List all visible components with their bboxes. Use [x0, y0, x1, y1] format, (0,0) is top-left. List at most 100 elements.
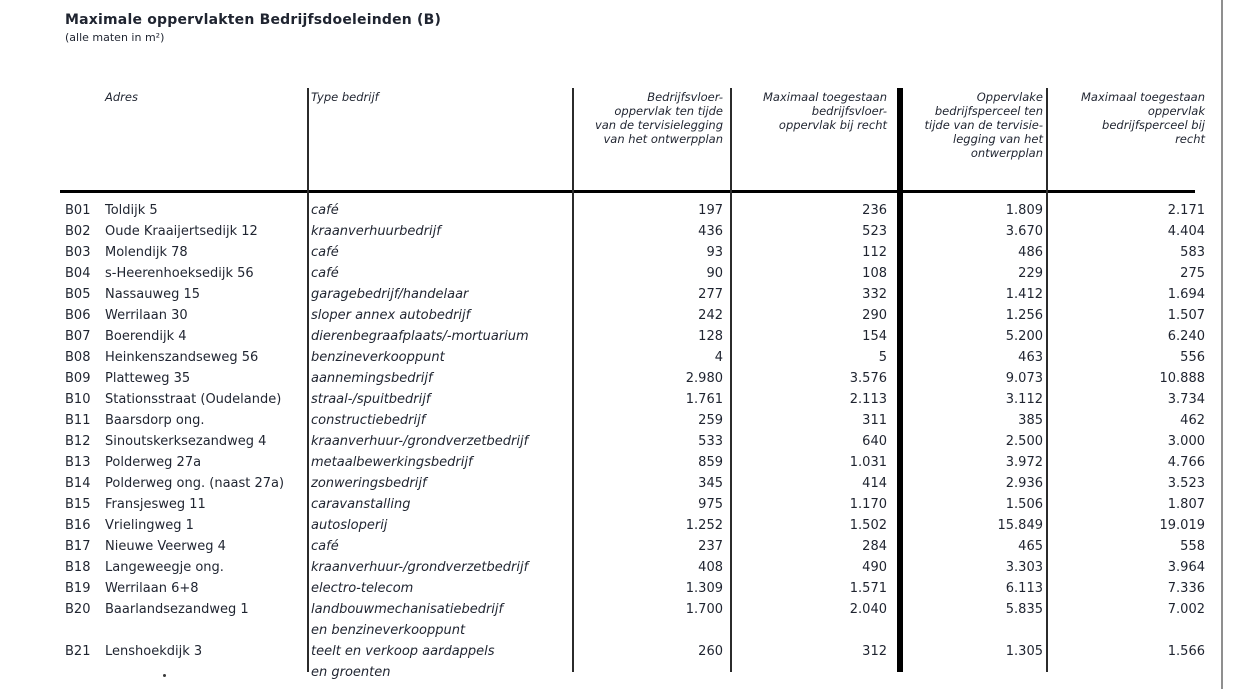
row-vloer-recht: 2.040 — [849, 602, 887, 617]
row-type: garagebedrijf/handelaar — [307, 284, 572, 305]
row-perceel-recht: 1.694 — [1167, 287, 1205, 302]
row-vloer-recht: 236 — [862, 203, 887, 218]
row-vloer-tervisie: 128 — [698, 329, 723, 344]
row-code: B19 — [65, 581, 91, 596]
row-type: kraanverhuurbedrijf — [307, 221, 572, 242]
column-separator-thick — [897, 88, 903, 672]
row-code: B15 — [65, 497, 91, 512]
row-perceel-tervisie: 2.500 — [1005, 434, 1043, 449]
row-type: metaalbewerkingsbedrijf — [307, 452, 572, 473]
col-header-perceel-tervisie: Oppervlake bedrijfsperceel ten tijde van… — [924, 90, 1043, 160]
table-row: B15 Fransjesweg 11 caravanstalling 975 1… — [60, 494, 1210, 515]
row-perceel-recht: 583 — [1180, 245, 1205, 260]
row-type: café — [307, 263, 572, 284]
row-type-line: aannemingsbedrijf — [311, 371, 433, 386]
table-row: B02 Oude Kraaijertsedijk 12 kraanverhuur… — [60, 221, 1210, 242]
row-perceel-recht: 462 — [1180, 413, 1205, 428]
table-row: B07 Boerendijk 4 dierenbegraafplaats/-mo… — [60, 326, 1210, 347]
row-adres: Platteweg 35 — [105, 371, 191, 386]
row-vloer-tervisie: 859 — [698, 455, 723, 470]
stray-dot — [163, 674, 166, 677]
row-perceel-tervisie: 15.849 — [997, 518, 1044, 533]
row-code: B20 — [65, 602, 91, 617]
table-row: B17 Nieuwe Veerweg 4 café 237 284 465 55… — [60, 536, 1210, 557]
row-perceel-recht: 4.404 — [1167, 224, 1205, 239]
row-vloer-tervisie: 260 — [698, 644, 723, 659]
row-vloer-recht: 523 — [862, 224, 887, 239]
row-perceel-tervisie: 3.303 — [1005, 560, 1043, 575]
row-type-line: en benzineverkooppunt — [311, 623, 466, 638]
row-perceel-recht: 10.888 — [1159, 371, 1206, 386]
table-row: B13 Polderweg 27a metaalbewerkingsbedrij… — [60, 452, 1210, 473]
table-row: B14 Polderweg ong. (naast 27a) zonwering… — [60, 473, 1210, 494]
row-type-line: constructiebedrijf — [311, 413, 426, 428]
row-adres: Vrielingweg 1 — [105, 518, 194, 533]
row-type-line: kraanverhuurbedrijf — [311, 224, 441, 239]
row-perceel-recht: 556 — [1180, 350, 1205, 365]
row-vloer-recht: 414 — [862, 476, 887, 491]
row-type-line: straal-/spuitbedrijf — [311, 392, 431, 407]
row-adres: Baarlandsezandweg 1 — [105, 602, 249, 617]
table-body: B01 Toldijk 5 café 197 236 1.809 2.171 B… — [60, 200, 1210, 683]
page-title: Maximale oppervlakten Bedrijfsdoeleinden… — [65, 12, 442, 28]
row-perceel-tervisie: 385 — [1018, 413, 1043, 428]
row-perceel-recht: 6.240 — [1167, 329, 1205, 344]
table-row: B11 Baarsdorp ong. constructiebedrijf 25… — [60, 410, 1210, 431]
row-vloer-recht: 108 — [862, 266, 887, 281]
column-separator-adres-type — [307, 88, 309, 672]
row-type-line: sloper annex autobedrijf — [311, 308, 471, 323]
row-perceel-tervisie: 3.972 — [1005, 455, 1043, 470]
row-code: B02 — [65, 224, 91, 239]
row-perceel-recht: 3.523 — [1167, 476, 1205, 491]
row-type-line: kraanverhuur-/grondverzetbedrijf — [311, 560, 529, 575]
row-perceel-tervisie: 3.670 — [1005, 224, 1043, 239]
row-vloer-tervisie: 1.252 — [685, 518, 723, 533]
row-adres: Toldijk 5 — [105, 203, 158, 218]
row-type-line: en groenten — [311, 665, 391, 680]
row-vloer-recht: 2.113 — [849, 392, 887, 407]
row-type-line: garagebedrijf/handelaar — [311, 287, 469, 302]
row-code: B11 — [65, 413, 91, 428]
row-type: teelt en verkoop aardappels en groenten — [307, 641, 572, 683]
row-perceel-recht: 1.507 — [1167, 308, 1205, 323]
row-perceel-tervisie: 5.835 — [1005, 602, 1043, 617]
row-adres: Nassauweg 15 — [105, 287, 200, 302]
row-vloer-recht: 640 — [862, 434, 887, 449]
row-perceel-recht: 7.336 — [1167, 581, 1205, 596]
row-code: B17 — [65, 539, 91, 554]
row-adres: Baarsdorp ong. — [105, 413, 205, 428]
row-type: zonweringsbedrijf — [307, 473, 572, 494]
row-code: B04 — [65, 266, 91, 281]
row-code: B16 — [65, 518, 91, 533]
row-type-line: electro-telecom — [311, 581, 414, 596]
col-header-vloer-tervisie: Bedrijfsvloer- oppervlak ten tijde van d… — [594, 90, 723, 146]
row-vloer-recht: 284 — [862, 539, 887, 554]
row-code: B21 — [65, 644, 91, 659]
row-perceel-recht: 7.002 — [1167, 602, 1205, 617]
row-vloer-tervisie: 237 — [698, 539, 723, 554]
row-vloer-tervisie: 975 — [698, 497, 723, 512]
row-type-line: caravanstalling — [311, 497, 411, 512]
row-adres: s-Heerenhoeksedijk 56 — [105, 266, 254, 281]
row-vloer-tervisie: 345 — [698, 476, 723, 491]
row-type-line: café — [311, 245, 339, 260]
col-header-type: Type bedrijf — [311, 90, 379, 104]
row-vloer-tervisie: 90 — [706, 266, 723, 281]
row-perceel-recht: 1.807 — [1167, 497, 1205, 512]
col-header-adres: Adres — [105, 90, 138, 104]
table-row: B21 Lenshoekdijk 3 teelt en verkoop aard… — [60, 641, 1210, 683]
row-perceel-recht: 558 — [1180, 539, 1205, 554]
row-vloer-recht: 332 — [862, 287, 887, 302]
row-vloer-tervisie: 93 — [706, 245, 723, 260]
row-type: sloper annex autobedrijf — [307, 305, 572, 326]
row-code: B14 — [65, 476, 91, 491]
col-header-perceel-recht: Maximaal toegestaan oppervlak bedrijfspe… — [1081, 90, 1205, 146]
column-separator-perceel — [1046, 88, 1048, 672]
row-type: café — [307, 536, 572, 557]
row-perceel-tervisie: 2.936 — [1005, 476, 1043, 491]
row-vloer-recht: 1.571 — [849, 581, 887, 596]
row-adres: Nieuwe Veerweg 4 — [105, 539, 226, 554]
row-vloer-recht: 490 — [862, 560, 887, 575]
row-vloer-tervisie: 197 — [698, 203, 723, 218]
